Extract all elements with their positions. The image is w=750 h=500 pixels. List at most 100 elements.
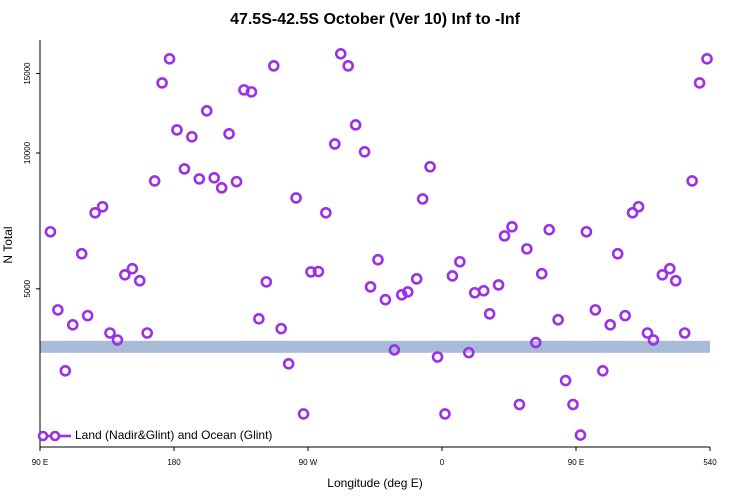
point [483, 308, 496, 320]
x-tick-label: 90 E [32, 458, 48, 467]
point [312, 265, 325, 278]
point [81, 309, 94, 322]
point [334, 47, 347, 60]
point [468, 286, 481, 299]
point [245, 86, 258, 98]
point [342, 60, 355, 72]
point [208, 172, 220, 184]
point [477, 284, 490, 297]
point [89, 206, 101, 219]
point [410, 273, 423, 285]
y-tick-label: 5000 [23, 279, 32, 297]
point [521, 243, 533, 255]
point [669, 274, 682, 287]
point [446, 270, 459, 282]
point [567, 398, 579, 411]
y-axis-label: N Total [1, 226, 15, 263]
point [647, 334, 660, 346]
point [559, 374, 572, 387]
point [275, 322, 288, 335]
point [543, 223, 556, 236]
point [416, 193, 429, 205]
point [305, 266, 317, 278]
legend-marker [49, 430, 61, 442]
point [349, 119, 362, 131]
point [364, 281, 377, 293]
point [44, 225, 57, 238]
point [424, 160, 436, 173]
point [604, 319, 617, 331]
point [193, 173, 206, 185]
point [200, 105, 213, 117]
x-tick-label: 180 [167, 458, 181, 467]
point [59, 365, 72, 377]
point [320, 206, 332, 219]
point [133, 274, 146, 287]
point [171, 124, 183, 136]
point [626, 206, 639, 219]
point [401, 286, 414, 298]
point [686, 175, 698, 187]
band [40, 340, 710, 353]
point [535, 267, 548, 280]
point [589, 304, 602, 316]
point [111, 334, 124, 346]
point [223, 127, 235, 140]
y-tick-label: 15000 [23, 62, 32, 85]
point [693, 77, 706, 89]
x-tick-label: 90 E [568, 458, 584, 467]
legend-marker [37, 430, 49, 442]
point [66, 319, 79, 331]
point [663, 262, 676, 275]
point [701, 53, 713, 65]
point [52, 304, 64, 316]
point [678, 327, 691, 339]
point [297, 408, 310, 420]
x-tick-label: 540 [703, 458, 717, 467]
point [141, 327, 153, 339]
point [119, 269, 131, 281]
point [372, 253, 384, 266]
point [513, 398, 526, 411]
point [552, 313, 564, 326]
point [260, 276, 273, 288]
point [230, 175, 243, 188]
y-tick-label: 10000 [23, 141, 32, 164]
x-tick-label: 0 [440, 458, 445, 467]
point [379, 293, 392, 306]
point [656, 269, 669, 281]
x-axis-label: Longitude (deg E) [327, 476, 422, 490]
point [596, 365, 609, 377]
point [358, 146, 371, 158]
point [641, 327, 654, 339]
point [462, 346, 475, 359]
point [395, 288, 408, 301]
chart-title: 47.5S-42.5S October (Ver 10) Inf to -Inf [230, 11, 521, 28]
point [75, 247, 88, 260]
point [215, 182, 228, 194]
point [580, 225, 593, 238]
point [529, 336, 542, 349]
point [454, 255, 466, 268]
point [156, 77, 168, 89]
x-tick-label: 90 W [299, 458, 318, 467]
point [328, 138, 341, 150]
point [96, 200, 109, 213]
point [186, 131, 198, 143]
point [282, 357, 295, 370]
point [619, 309, 631, 322]
point [388, 344, 401, 356]
point [492, 279, 505, 291]
point [498, 230, 511, 242]
point [104, 327, 116, 339]
legend-label: Land (Nadir&Glint) and Ocean (Glint) [75, 428, 272, 442]
point [163, 53, 176, 65]
point [178, 163, 191, 175]
point [611, 247, 624, 260]
point [126, 262, 139, 275]
point [431, 351, 444, 363]
point [148, 175, 161, 187]
point [506, 221, 518, 233]
point [290, 192, 302, 204]
